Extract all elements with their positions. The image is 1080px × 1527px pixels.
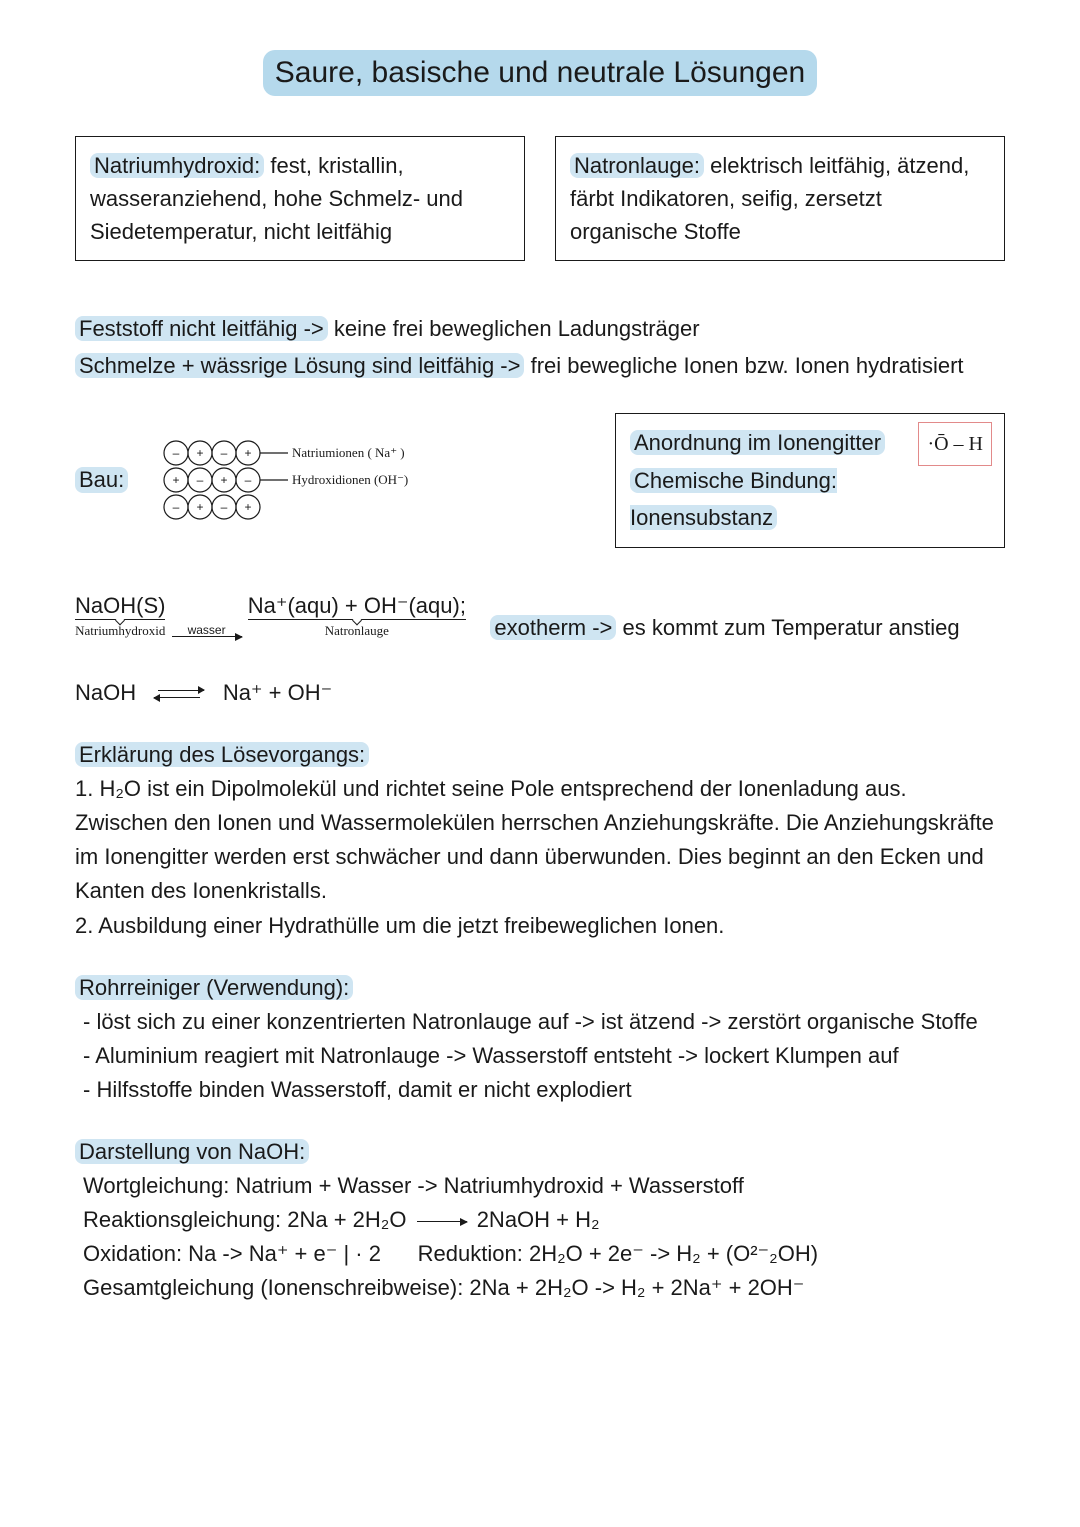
eq1-lhs-text: NaOH(S) <box>75 593 165 620</box>
box-natriumhydroxid: Natriumhydroxid: fest, kristallin, wasse… <box>75 136 525 261</box>
property-boxes: Natriumhydroxid: fest, kristallin, wasse… <box>75 136 1005 261</box>
rohrreiniger-block: Rohrreiniger (Verwendung): - löst sich z… <box>75 971 1005 1107</box>
eq2-lhs: NaOH <box>75 680 136 705</box>
box-right-lead: Natronlauge: <box>570 153 704 178</box>
page: Saure, basische und neutrale Lösungen Na… <box>0 0 1080 1527</box>
redox-line: Oxidation: Na -> Na⁺ + e⁻ | · 2 Reduktio… <box>75 1237 1005 1271</box>
page-title: Saure, basische und neutrale Lösungen <box>263 50 817 96</box>
red-label: Reduktion: <box>418 1241 523 1266</box>
svg-text:–: – <box>221 500 228 514</box>
wortgleichung: Wortgleichung: Natrium + Wasser -> Natri… <box>75 1169 1005 1203</box>
ion-box: ·Ō – H Anordnung im Ionengitter Chemisch… <box>615 413 1005 547</box>
wort-label: Wortgleichung: <box>83 1173 229 1198</box>
eq1-note-lead: exotherm -> <box>490 615 616 640</box>
equation-2: NaOH Na⁺ + OH⁻ <box>75 675 1005 710</box>
svg-text:–: – <box>173 446 180 460</box>
rohr-item-1: - löst sich zu einer konzentrierten Natr… <box>75 1005 1005 1039</box>
svg-text:+: + <box>197 446 204 460</box>
equation-1: NaOH(S) Natriumhydroxid wasser Na⁺(aqu) … <box>75 588 1005 645</box>
ionbox-line2: Chemische Bindung: Ionensubstanz <box>630 468 837 530</box>
eq1-rhs-text: Na⁺(aqu) + OH⁻(aqu); <box>248 593 466 620</box>
bau-label: Bau: <box>75 467 128 493</box>
explanation-p1: 1. H₂O ist ein Dipolmolekül und richtet … <box>75 772 1005 908</box>
reak-rhs: 2NaOH + H₂ <box>471 1207 600 1232</box>
reak-lhs: 2Na + 2H₂O <box>281 1207 412 1232</box>
rohr-item-3: - Hilfsstoffe binden Wasserstoff, damit … <box>75 1073 1005 1107</box>
ion-lattice-diagram: – + – + + – + – – + – + Natriumionen ( N… <box>158 435 418 525</box>
box-left-lead: Natriumhydroxid: <box>90 153 264 178</box>
ionbox-line1: Anordnung im Ionengitter <box>630 430 885 455</box>
gesamtgleichung: Gesamtgleichung (Ionenschreibweise): 2Na… <box>75 1271 1005 1305</box>
lattice-label-na: Natriumionen ( Na⁺ ) <box>292 445 405 460</box>
equilibrium-arrow-icon <box>154 687 204 701</box>
eq2-rhs: Na⁺ + OH⁻ <box>223 680 332 705</box>
reak-label: Reaktionsgleichung: <box>83 1207 281 1232</box>
svg-text:–: – <box>197 473 204 487</box>
oh-lewis-diagram: ·Ō – H <box>918 422 992 466</box>
eq1-rhs: Na⁺(aqu) + OH⁻(aqu); Natronlauge <box>248 588 466 642</box>
darstellung-block: Darstellung von NaOH: Wortgleichung: Nat… <box>75 1135 1005 1305</box>
red-rest: 2H₂O + 2e⁻ -> H₂ + (O²⁻₂OH) <box>523 1241 818 1266</box>
bau-row: Bau: – + – + + – + – – + – + <box>75 413 1005 547</box>
title-wrap: Saure, basische und neutrale Lösungen <box>75 50 1005 96</box>
reaktionsgleichung: Reaktionsgleichung: 2Na + 2H₂O 2NaOH + H… <box>75 1203 1005 1237</box>
svg-text:+: + <box>245 500 252 514</box>
lattice-label-oh: Hydroxidionen (OH⁻) <box>292 472 408 487</box>
cond1-lead: Feststoff nicht leitfähig -> <box>75 316 328 341</box>
svg-text:+: + <box>221 473 228 487</box>
svg-text:–: – <box>173 500 180 514</box>
ox-label: Oxidation: <box>83 1241 182 1266</box>
gesamt-label: Gesamtgleichung (Ionenschreibweise): <box>83 1275 463 1300</box>
wort-rest: Natrium + Wasser -> Natriumhydroxid + Wa… <box>229 1173 744 1198</box>
gesamt-rest: 2Na + 2H₂O -> H₂ + 2Na⁺ + 2OH⁻ <box>463 1275 804 1300</box>
explanation-p2: 2. Ausbildung einer Hydrathülle um die j… <box>75 909 1005 943</box>
eq1-note-rest: es kommt zum Temperatur anstieg <box>616 615 959 640</box>
box-natronlauge: Natronlauge: elektrisch leitfähig, ätzen… <box>555 136 1005 261</box>
cond1-rest: keine frei beweglichen Ladungsträger <box>328 316 700 341</box>
svg-text:–: – <box>245 473 252 487</box>
cond-line-1: Feststoff nicht leitfähig -> keine frei … <box>75 311 1005 346</box>
darstellung-heading: Darstellung von NaOH: <box>75 1139 309 1164</box>
cond-line-2: Schmelze + wässrige Lösung sind leitfähi… <box>75 348 1005 383</box>
ox-rest: Na -> Na⁺ + e⁻ | · 2 <box>182 1241 381 1266</box>
eq1-lhs: NaOH(S) Natriumhydroxid <box>75 588 165 642</box>
cond2-lead: Schmelze + wässrige Lösung sind leitfähi… <box>75 353 524 378</box>
arrow-icon <box>417 1221 467 1222</box>
svg-text:+: + <box>173 473 180 487</box>
svg-text:+: + <box>245 446 252 460</box>
svg-text:–: – <box>221 446 228 460</box>
svg-text:+: + <box>197 500 204 514</box>
conductivity-block: Feststoff nicht leitfähig -> keine frei … <box>75 311 1005 383</box>
explanation-heading: Erklärung des Lösevorgangs: <box>75 742 369 767</box>
eq1-arrow: wasser <box>172 621 242 637</box>
cond2-rest: frei bewegliche Ionen bzw. Ionen hydrati… <box>524 353 963 378</box>
rohrreiniger-heading: Rohrreiniger (Verwendung): <box>75 975 353 1000</box>
rohr-item-2: - Aluminium reagiert mit Natronlauge -> … <box>75 1039 1005 1073</box>
explanation-block: Erklärung des Lösevorgangs: 1. H₂O ist e… <box>75 738 1005 943</box>
eq1-arrow-label: wasser <box>172 621 242 640</box>
